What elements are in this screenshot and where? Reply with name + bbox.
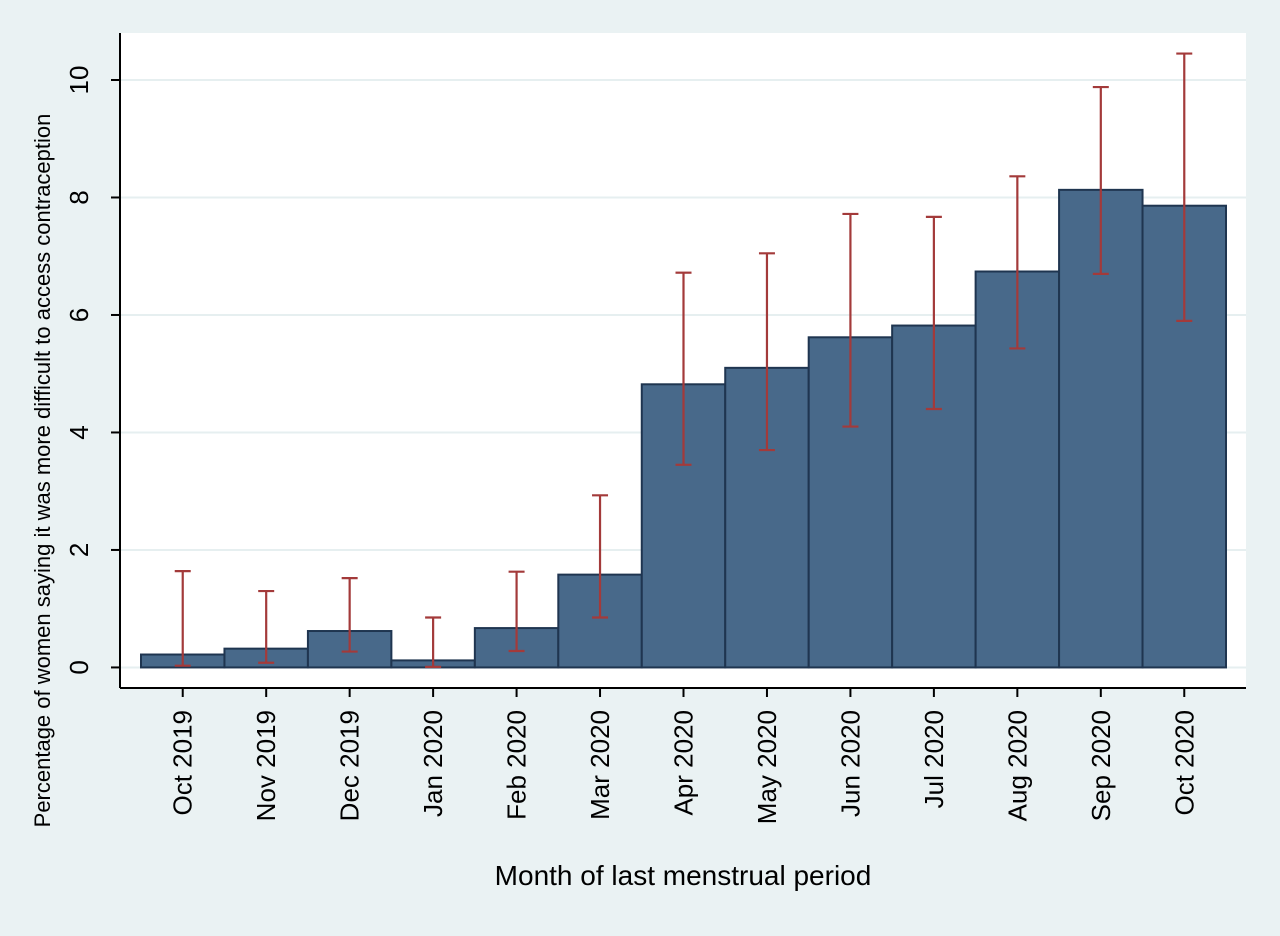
x-ticks: Oct 2019 Nov 2019 Dec 2019 Jan 2020 Feb 2020… xyxy=(168,688,1199,824)
x-tick-label: Aug 2020 xyxy=(1002,710,1032,821)
error-bar xyxy=(592,494,609,619)
error-bar xyxy=(842,212,859,428)
x-tick-label: Apr 2020 xyxy=(669,710,699,816)
y-tick-label: 0 xyxy=(64,660,94,674)
x-tick-label: Jul 2020 xyxy=(919,710,949,808)
x-tick-label: Jan 2020 xyxy=(418,710,448,817)
x-axis-label: Month of last menstrual period xyxy=(495,860,872,891)
bars xyxy=(140,188,1227,669)
x-tick-label: Sep 2020 xyxy=(1086,710,1116,821)
x-tick-label: Jun 2020 xyxy=(835,710,865,817)
error-bar xyxy=(341,577,358,653)
error-bar xyxy=(1009,175,1026,350)
error-bars xyxy=(174,52,1193,668)
x-tick-label: Nov 2019 xyxy=(251,710,281,821)
error-bar xyxy=(425,616,442,668)
y-tick-label: 2 xyxy=(64,543,94,557)
x-tick-label: Dec 2019 xyxy=(335,710,365,821)
x-tick-label: Oct 2020 xyxy=(1169,710,1199,816)
y-axis-label: Percentage of women saying it was more d… xyxy=(30,114,55,828)
x-tick-label: May 2020 xyxy=(752,710,782,824)
error-bar xyxy=(508,570,525,653)
error-bar xyxy=(174,569,191,667)
x-tick-label: Mar 2020 xyxy=(585,710,615,820)
error-bar xyxy=(1092,85,1109,275)
error-bar xyxy=(675,271,692,466)
x-tick-label: Oct 2019 xyxy=(168,710,198,816)
y-tick-label: 6 xyxy=(64,308,94,322)
error-bar xyxy=(925,215,942,411)
error-bar xyxy=(258,589,275,664)
x-tick-label: Feb 2020 xyxy=(502,710,532,820)
y-tick-label: 8 xyxy=(64,190,94,204)
error-bar xyxy=(758,252,775,452)
error-bar xyxy=(1176,52,1193,322)
y-ticks: 0 2 4 6 8 10 xyxy=(64,66,120,675)
y-tick-label: 4 xyxy=(64,425,94,439)
y-tick-label: 10 xyxy=(64,66,94,95)
